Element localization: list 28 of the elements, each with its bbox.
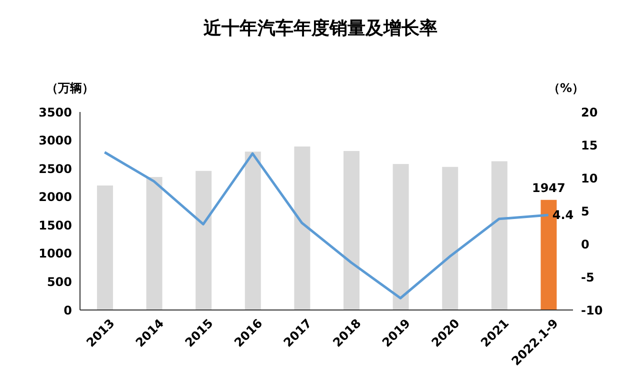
y2-tick-label: 10 [581, 171, 598, 186]
data-label: 1947 [532, 180, 566, 195]
y2-axis-title: （%） [548, 80, 584, 97]
y-tick-label: 2500 [38, 162, 72, 176]
y-tick-label: 0 [64, 303, 72, 318]
bar [344, 151, 360, 310]
y-tick-label: 1000 [38, 246, 72, 261]
bar [392, 164, 409, 310]
y-axis-title: （万辆） [46, 80, 94, 97]
bar [491, 161, 508, 310]
bar [97, 186, 113, 310]
y-tick-label: 500 [46, 274, 72, 289]
y-tick-label: 2000 [38, 190, 72, 204]
y-tick-label: 3000 [38, 134, 72, 148]
bar [196, 170, 212, 310]
y2-tick-label: 15 [581, 138, 598, 152]
bar [146, 177, 162, 310]
bar [244, 152, 261, 310]
y2-tick-label: 0 [581, 237, 590, 252]
y-tick-label: 1500 [38, 218, 72, 232]
bar [442, 166, 458, 310]
y2-tick-label: -10 [581, 303, 603, 318]
bar [294, 146, 310, 310]
y2-tick-label: -5 [581, 270, 594, 284]
y-tick-label: 3500 [38, 105, 72, 120]
y2-tick-label: 5 [581, 204, 590, 218]
chart-title: 近十年汽车年度销量及增长率 [202, 17, 438, 40]
y2-tick-label: 20 [581, 105, 598, 120]
